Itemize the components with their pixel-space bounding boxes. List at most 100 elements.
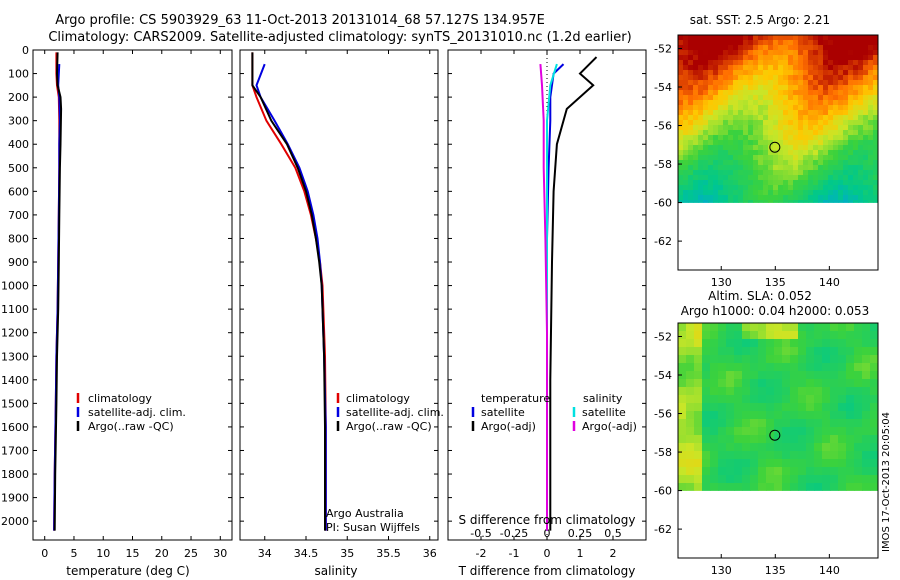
map-cell [823, 190, 829, 196]
map-cell [726, 371, 735, 380]
map-y-tick-label: -62 [654, 235, 672, 248]
map-cell [782, 403, 791, 412]
map-cell [790, 483, 799, 491]
map-cell [742, 379, 751, 388]
map-cell [718, 459, 727, 468]
map-cell [846, 443, 855, 452]
map-cell [868, 155, 874, 161]
map-cell [853, 125, 859, 131]
map-cell [843, 135, 849, 141]
map-cell [814, 339, 823, 348]
map-cell [713, 170, 719, 176]
map-cell [818, 195, 824, 201]
map-cell [838, 100, 844, 106]
map-cell [782, 371, 791, 380]
map-cell [783, 120, 789, 126]
map-cell [790, 379, 799, 388]
map-cell [710, 323, 719, 332]
map-cell [758, 403, 767, 412]
map-cell [763, 160, 769, 166]
map-cell [773, 160, 779, 166]
map-cell [743, 190, 749, 196]
map-cell [710, 467, 719, 476]
map-cell [843, 55, 849, 61]
map-cell [778, 100, 784, 106]
map-cell [753, 175, 759, 181]
map-cell [753, 135, 759, 141]
map-cell [822, 427, 831, 436]
map-cell [782, 467, 791, 476]
map-cell [708, 50, 714, 56]
map-cell [713, 85, 719, 91]
map-cell [750, 427, 759, 436]
map-cell [734, 435, 743, 444]
map-cell [768, 150, 774, 156]
map-cell [853, 110, 859, 116]
map-cell [858, 120, 864, 126]
map-cell [750, 419, 759, 428]
map-cell [873, 150, 879, 156]
map-cell [718, 185, 724, 191]
map-cell [743, 40, 749, 46]
map-cell [738, 100, 744, 106]
map-cell [830, 459, 839, 468]
map-cell [686, 403, 695, 412]
map-cell [718, 135, 724, 141]
map-cell [833, 120, 839, 126]
map-cell [678, 40, 684, 46]
map-cell [753, 40, 759, 46]
map-cell [868, 145, 874, 151]
map-cell [778, 140, 784, 146]
y-tick-label: 1100 [1, 303, 29, 316]
map-cell [683, 200, 689, 203]
map-cell [783, 35, 789, 41]
map-cell [758, 115, 764, 121]
map-cell [848, 190, 854, 196]
map-cell [788, 170, 794, 176]
map-cell [828, 180, 834, 186]
map-cell [698, 50, 704, 56]
map-cell [853, 170, 859, 176]
map-cell [678, 65, 684, 71]
map-cell [783, 200, 789, 203]
map-cell [822, 459, 831, 468]
map-cell [788, 190, 794, 196]
map-cell [710, 331, 719, 340]
map-cell [814, 331, 823, 340]
map-cell [838, 165, 844, 171]
map-cell [798, 155, 804, 161]
map-cell [708, 110, 714, 116]
map-cell [798, 411, 807, 420]
map-cell [758, 150, 764, 156]
map-cell [758, 95, 764, 101]
map-cell [688, 55, 694, 61]
map-cell [843, 195, 849, 201]
map-cell [788, 120, 794, 126]
map-cell [806, 435, 815, 444]
map-cell [763, 195, 769, 201]
map-cell [808, 75, 814, 81]
map-cell [873, 80, 879, 86]
map-cell [768, 190, 774, 196]
map-cell [806, 331, 815, 340]
map-cell [818, 200, 824, 203]
map-cell [873, 100, 879, 106]
map-cell [853, 105, 859, 111]
map-cell [873, 90, 879, 96]
map-cell [733, 95, 739, 101]
map-cell [813, 155, 819, 161]
map-cell [733, 60, 739, 66]
map-cell [733, 125, 739, 131]
map-cell [838, 195, 844, 201]
legend-label-satellite: satellite-adj. clim. [88, 406, 186, 419]
map-cell [733, 200, 739, 203]
map-cell [738, 45, 744, 51]
map-cell [750, 363, 759, 372]
map-cell [848, 155, 854, 161]
map-cell [808, 200, 814, 203]
map-cell [774, 467, 783, 476]
map-cell [868, 50, 874, 56]
map-cell [828, 195, 834, 201]
map-cell [766, 347, 775, 356]
s-difference-axis-label: S difference from climatology [459, 513, 636, 527]
